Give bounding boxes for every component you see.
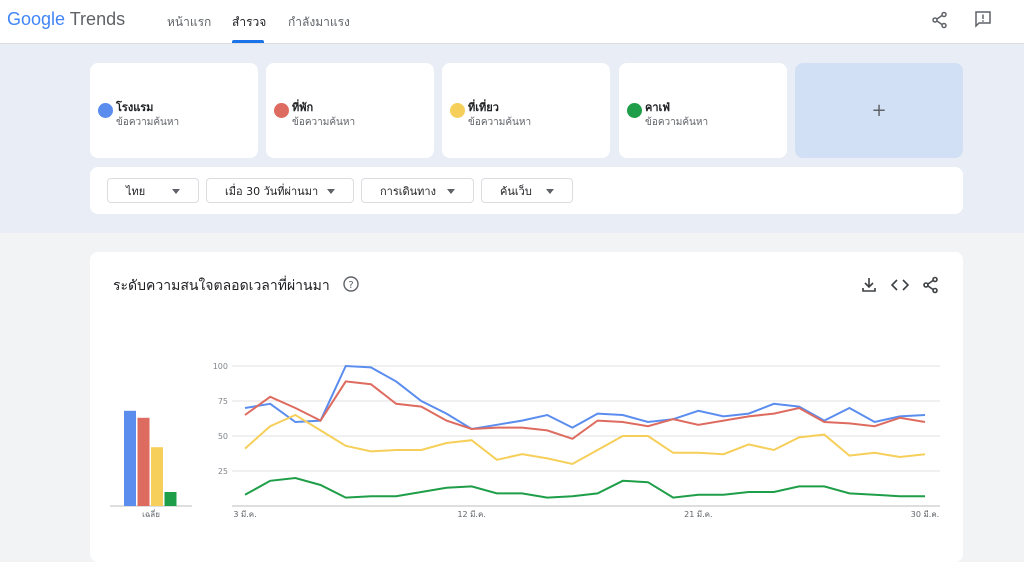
term-kind: ข้อความค้นหา bbox=[645, 117, 709, 128]
term-dot bbox=[450, 103, 465, 118]
average-bar bbox=[164, 492, 177, 506]
x-tick-label: 3 มี.ค. bbox=[233, 510, 256, 519]
logo-google: Google bbox=[7, 9, 66, 29]
y-tick-label: 50 bbox=[218, 432, 228, 441]
term-name: ที่พัก bbox=[292, 101, 314, 114]
filter-bar: ไทย เมื่อ 30 วันที่ผ่านมา การเดินทาง ค้นเว็… bbox=[90, 167, 963, 214]
term-name: คาเฟ่ bbox=[645, 101, 671, 114]
term-card[interactable]: ที่พักข้อความค้นหา bbox=[266, 63, 434, 158]
term-name: ที่เที่ยว bbox=[468, 101, 499, 114]
series-line bbox=[244, 364, 926, 431]
help-icon[interactable]: ? bbox=[342, 275, 360, 293]
tab[interactable]: กำลังมาแรง bbox=[288, 15, 350, 29]
average-label: เฉลี่ย bbox=[142, 508, 160, 519]
average-bar bbox=[137, 417, 150, 506]
series-line bbox=[244, 476, 925, 499]
share-icon[interactable] bbox=[931, 11, 949, 29]
filter-dropdown[interactable]: ค้นเว็บ bbox=[481, 178, 573, 203]
term-dot bbox=[98, 103, 113, 118]
term-kind: ข้อความค้นหา bbox=[468, 117, 532, 128]
tab[interactable]: สำรวจ bbox=[232, 15, 267, 29]
logo-trends: Trends bbox=[69, 9, 126, 29]
term-kind: ข้อความค้นหา bbox=[292, 117, 356, 128]
embed-icon[interactable] bbox=[891, 277, 909, 293]
term-card[interactable]: คาเฟ่ข้อความค้นหา bbox=[619, 63, 787, 158]
series-line bbox=[244, 413, 926, 466]
logo[interactable]: Google Trends bbox=[7, 9, 125, 30]
term-dot bbox=[627, 103, 642, 118]
x-tick-label: 30 มี.ค. bbox=[911, 510, 939, 519]
x-tick-label: 12 มี.ค. bbox=[457, 510, 485, 519]
filter-dropdown[interactable]: เมื่อ 30 วันที่ผ่านมา bbox=[206, 178, 354, 203]
svg-text:?: ? bbox=[348, 280, 353, 291]
term-dot bbox=[274, 103, 289, 118]
tab-indicator bbox=[232, 40, 264, 43]
x-tick-label: 21 มี.ค. bbox=[684, 510, 712, 519]
y-tick-label: 25 bbox=[218, 467, 228, 476]
chart-card bbox=[90, 252, 963, 562]
series-line bbox=[244, 380, 926, 440]
filter-dropdown[interactable]: การเดินทาง bbox=[361, 178, 474, 203]
share-icon[interactable] bbox=[922, 276, 940, 294]
chart-title: ระดับความสนใจตลอดเวลาที่ผ่านมา bbox=[113, 278, 330, 294]
download-icon[interactable] bbox=[861, 277, 877, 293]
average-bar bbox=[124, 410, 136, 506]
feedback-icon[interactable] bbox=[974, 10, 992, 28]
y-tick-label: 75 bbox=[218, 397, 228, 406]
term-name: โรงแรม bbox=[116, 101, 154, 114]
term-card[interactable]: ที่เที่ยวข้อความค้นหา bbox=[442, 63, 610, 158]
tab[interactable]: หน้าแรก bbox=[167, 15, 212, 29]
y-tick-label: 100 bbox=[213, 362, 228, 371]
term-card[interactable]: โรงแรมข้อความค้นหา bbox=[90, 63, 258, 158]
filter-dropdown[interactable]: ไทย bbox=[107, 178, 199, 203]
term-kind: ข้อความค้นหา bbox=[116, 117, 180, 128]
add-term[interactable]: + bbox=[795, 63, 963, 158]
header: Google Trends หน้าแรก สำรวจ กำลังมาแรง bbox=[0, 0, 1024, 44]
average-bar bbox=[151, 447, 163, 506]
